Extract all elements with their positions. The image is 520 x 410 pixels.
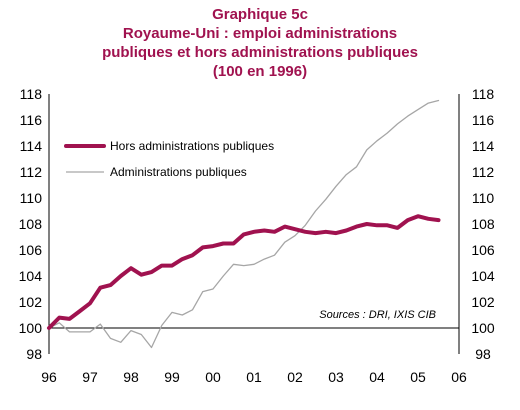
y-tick-label-right: 104 (471, 268, 495, 284)
x-tick-label: 03 (328, 369, 344, 385)
legend-label-administrations: Administrations publiques (110, 165, 247, 179)
y-tick-label-right: 98 (475, 346, 491, 362)
chart-title-line-2: Royaume-Uni : emploi administrations (122, 25, 398, 42)
legend-label-hors-administrations: Hors administrations publiques (110, 139, 274, 153)
y-tick-label-right: 106 (471, 242, 495, 258)
x-tick-label: 96 (41, 369, 57, 385)
series-lines (47, 99, 441, 349)
chart-title-line-4: (100 en 1996) (212, 63, 308, 80)
y-tick-label-left: 104 (19, 268, 43, 284)
y-tick-label-left: 112 (20, 164, 43, 180)
x-tick-label: 97 (82, 369, 98, 385)
series-line-hors-administrations (47, 214, 441, 330)
tick-labels: 98 98 100 100 102 102 104 104 106 106 108 108 110 110… (19, 86, 495, 385)
legend: Hors administrations publiques Administr… (64, 139, 274, 179)
y-tick-label-right: 116 (472, 112, 495, 128)
y-tick-label-right: 102 (471, 294, 495, 310)
chart-title-line-3: publiques et hors administrations publiq… (102, 44, 418, 61)
series-line-administrations (48, 99, 440, 349)
y-tick-label-left: 98 (26, 346, 42, 362)
x-tick-label: 06 (451, 369, 467, 385)
y-tick-label-left: 110 (20, 190, 43, 206)
y-tick-label-right: 118 (472, 86, 495, 102)
y-tick-label-right: 108 (471, 216, 495, 232)
x-tick-label: 98 (123, 369, 139, 385)
y-tick-label-right: 110 (472, 190, 495, 206)
x-tick-label: 02 (287, 369, 303, 385)
y-tick-label-right: 114 (472, 138, 495, 154)
x-tick-label: 00 (205, 369, 221, 385)
y-tick-label-left: 118 (20, 86, 43, 102)
x-tick-label: 99 (164, 369, 180, 385)
x-tick-label: 04 (369, 369, 385, 385)
x-tick-label: 05 (410, 369, 426, 385)
y-tick-label-left: 106 (19, 242, 43, 258)
source-note: Sources : DRI, IXIS CIB (319, 309, 436, 321)
y-tick-label-right: 100 (471, 320, 495, 336)
y-tick-label-left: 108 (19, 216, 43, 232)
chart-axes (48, 94, 460, 354)
y-tick-label-left: 114 (20, 138, 43, 154)
x-tick-label: 01 (246, 369, 262, 385)
y-tick-label-left: 100 (19, 320, 43, 336)
chart-title-line-1: Graphique 5c (212, 6, 308, 23)
y-tick-label-left: 102 (19, 294, 43, 310)
y-tick-label-left: 116 (20, 112, 43, 128)
y-tick-label-right: 112 (472, 164, 495, 180)
